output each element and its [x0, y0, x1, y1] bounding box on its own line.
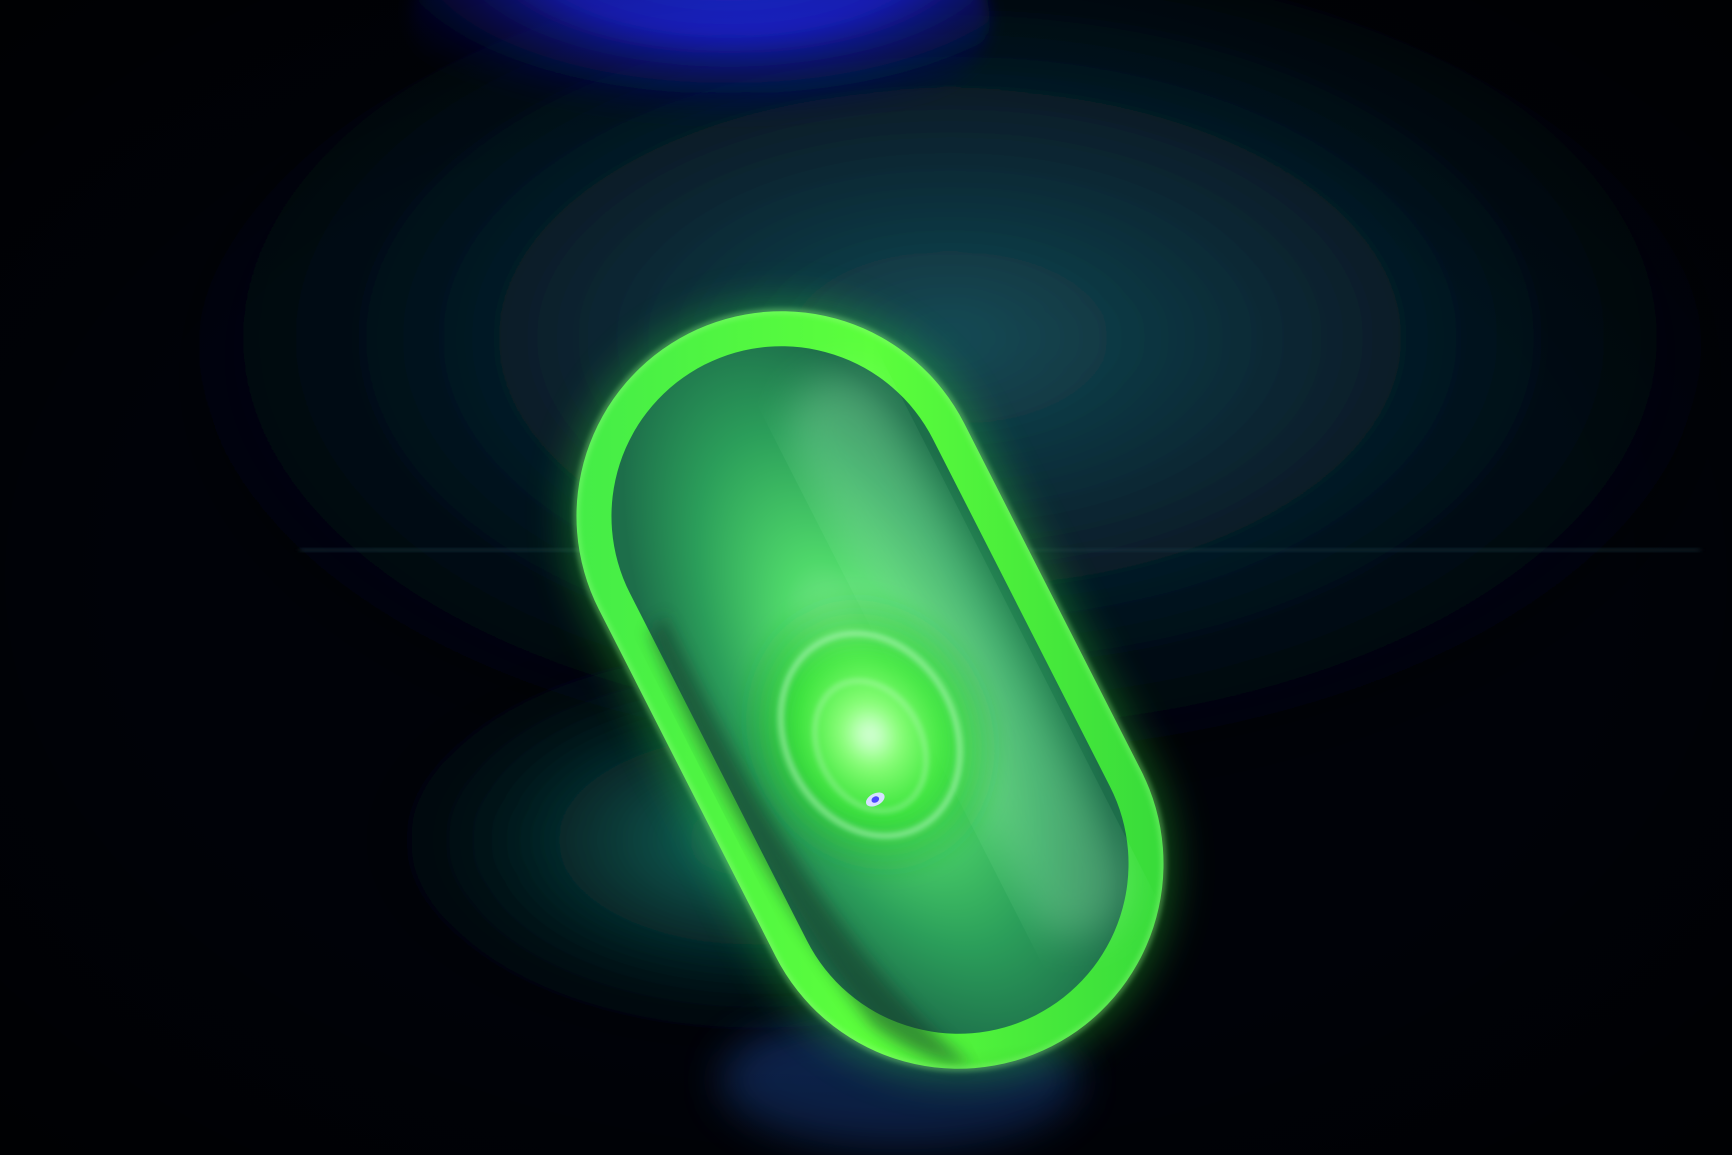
uv-glass-photo — [0, 0, 1732, 1155]
vignette — [0, 0, 1732, 1155]
photo-scene — [0, 0, 1732, 1155]
